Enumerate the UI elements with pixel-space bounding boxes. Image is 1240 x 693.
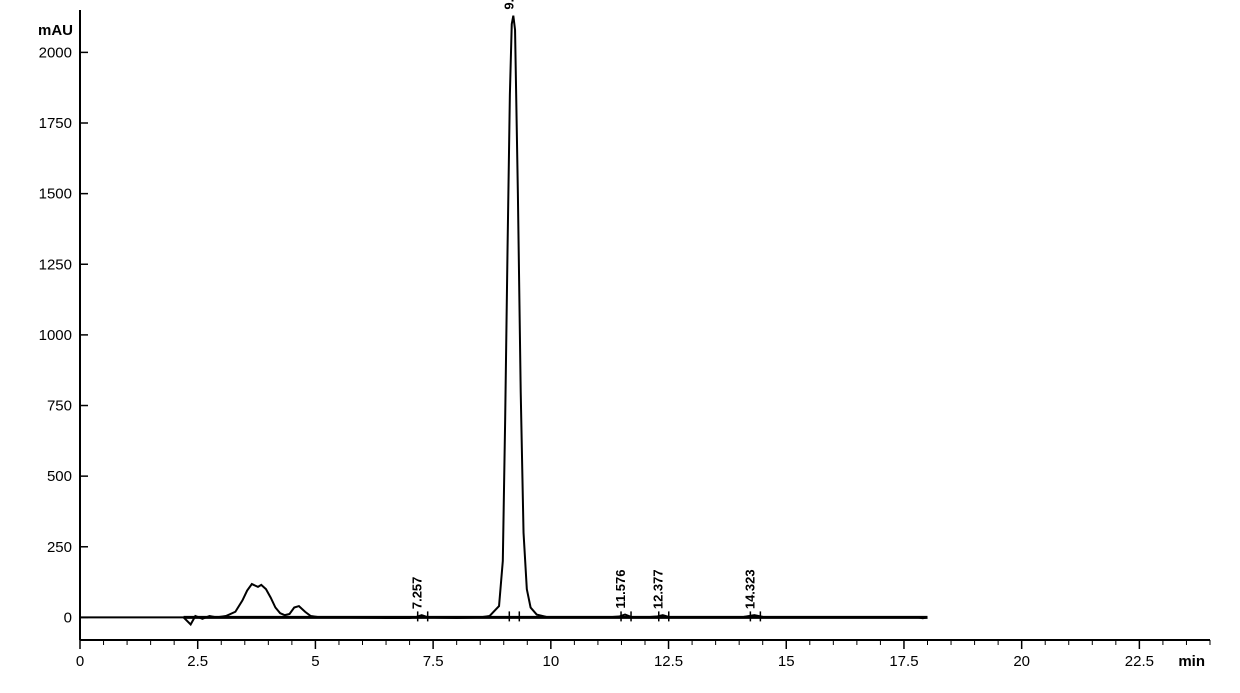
x-tick-label: 15 (778, 653, 795, 670)
y-tick-label: 500 (47, 468, 72, 485)
x-tick-label: 20 (1013, 653, 1030, 670)
chromatogram-chart: 0 250 500 750 1000 1250 1500 1750 2000 mAU 0 2.5 5 7.… (0, 0, 1240, 693)
y-axis-label: mAU (38, 22, 73, 39)
peak-label: 9.203 (501, 0, 516, 10)
x-tick-label: 2.5 (187, 653, 208, 670)
x-tick-label: 12.5 (654, 653, 683, 670)
x-axis-label: min (1178, 653, 1205, 670)
x-tick-label: 5 (311, 653, 319, 670)
y-tick-label: 750 (47, 398, 72, 415)
y-tick-label: 1000 (39, 327, 72, 344)
x-tick-label: 0 (76, 653, 84, 670)
y-tick-label: 1250 (39, 256, 72, 273)
peak-label: 7.257 (410, 577, 425, 610)
x-tick-label: 10 (542, 653, 559, 670)
y-tick-label: 1500 (39, 186, 72, 203)
x-tick-label: 22.5 (1125, 653, 1154, 670)
x-tick-label: 17.5 (889, 653, 918, 670)
y-tick-label: 2000 (39, 44, 72, 61)
x-tick-label: 7.5 (423, 653, 444, 670)
peak-label: 11.576 (613, 570, 628, 609)
y-tick-label: 250 (47, 539, 72, 556)
peak-label: 14.323 (742, 569, 757, 609)
chromatogram-trace (80, 16, 928, 625)
y-tick-label: 0 (64, 609, 72, 626)
chart-svg: 0 250 500 750 1000 1250 1500 1750 2000 mAU 0 2.5 5 7.… (0, 0, 1240, 693)
y-tick-label: 1750 (39, 115, 72, 132)
peak-label: 12.377 (651, 569, 666, 609)
